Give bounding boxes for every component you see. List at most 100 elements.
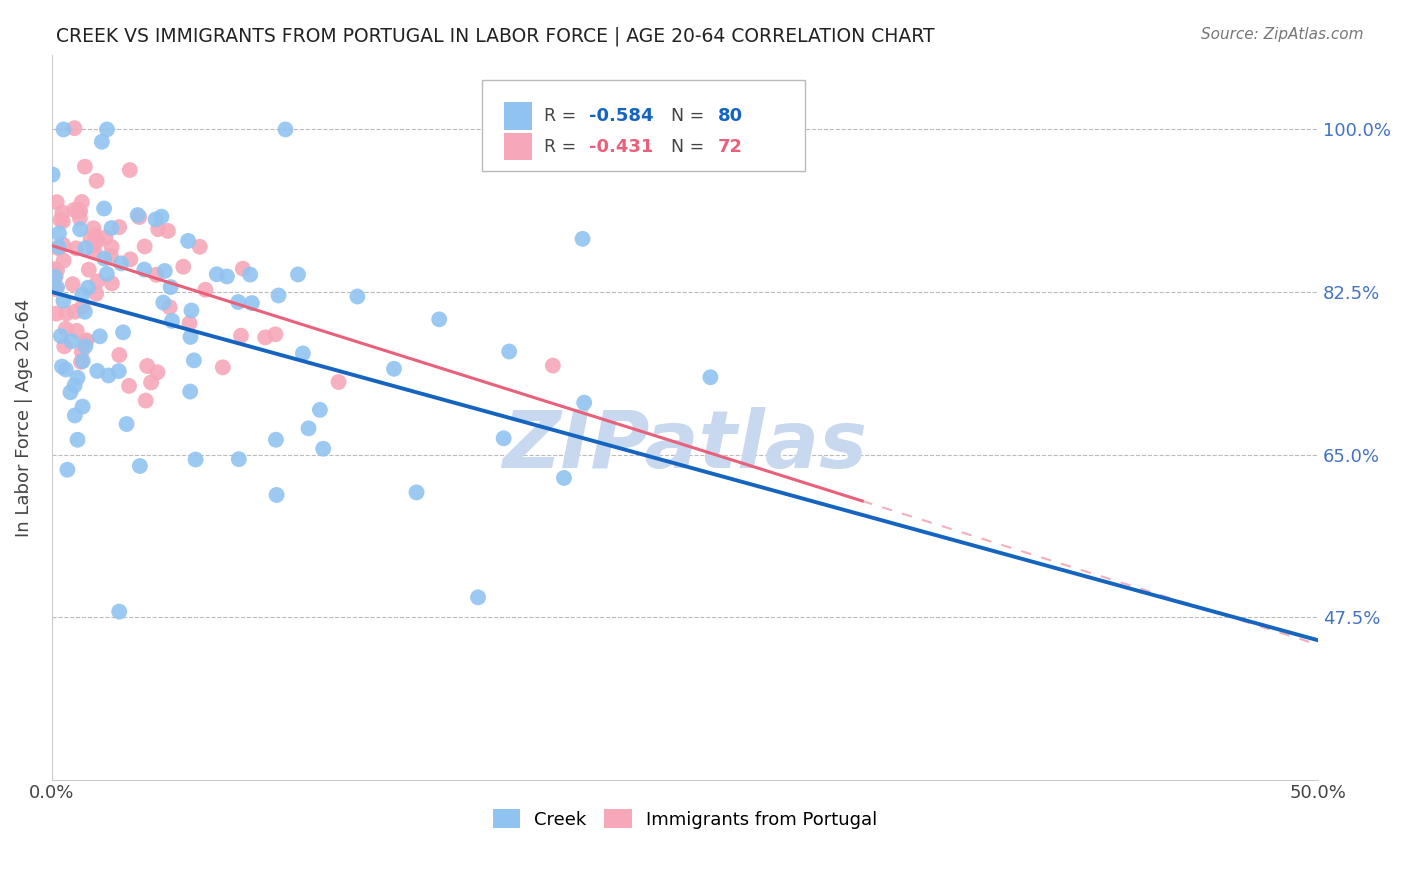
Y-axis label: In Labor Force | Age 20-64: In Labor Force | Age 20-64 — [15, 298, 32, 536]
Point — [179, 316, 201, 330]
Point — [59, 385, 82, 400]
Point — [70, 194, 93, 209]
Point — [45, 307, 67, 321]
Point — [44, 269, 66, 284]
Point — [328, 375, 350, 389]
Point — [52, 214, 75, 228]
Point — [120, 252, 142, 267]
Point — [134, 239, 156, 253]
Point — [136, 359, 159, 373]
Point — [72, 354, 94, 368]
Point — [184, 452, 207, 467]
Text: Source: ZipAtlas.com: Source: ZipAtlas.com — [1201, 27, 1364, 42]
Point — [96, 122, 118, 136]
Point — [239, 268, 262, 282]
Point — [266, 488, 288, 502]
Point — [274, 122, 297, 136]
Point — [100, 221, 122, 235]
Point — [492, 431, 515, 445]
Point — [179, 384, 201, 399]
Point — [108, 220, 131, 235]
Point — [188, 240, 211, 254]
Point — [153, 264, 176, 278]
Text: R =: R = — [544, 107, 582, 125]
Point — [69, 204, 91, 219]
Point — [156, 224, 179, 238]
Point — [211, 360, 233, 375]
Point — [93, 252, 115, 266]
Point — [205, 267, 228, 281]
Point — [41, 168, 63, 182]
Point — [45, 282, 67, 296]
Point — [63, 304, 86, 318]
Point — [63, 409, 86, 423]
Point — [228, 452, 250, 467]
Point — [309, 402, 332, 417]
Point — [89, 329, 111, 343]
Point — [63, 378, 86, 392]
Point — [107, 364, 129, 378]
Point — [159, 300, 181, 314]
Point — [467, 591, 489, 605]
Point — [51, 359, 73, 374]
Point — [45, 195, 67, 210]
Point — [79, 232, 101, 246]
Point — [226, 295, 249, 310]
Point — [264, 433, 287, 447]
Point — [346, 289, 368, 303]
Point — [194, 283, 217, 297]
Point — [134, 262, 156, 277]
Point — [52, 293, 75, 308]
Point — [232, 261, 254, 276]
Point — [73, 305, 96, 319]
Point — [291, 346, 314, 360]
Point — [66, 370, 89, 384]
Point — [553, 471, 575, 485]
Point — [139, 376, 162, 390]
Point — [382, 361, 405, 376]
Point — [66, 324, 89, 338]
Point — [135, 393, 157, 408]
Point — [70, 355, 93, 369]
Point — [46, 263, 69, 277]
Point — [48, 240, 70, 254]
Point — [498, 344, 520, 359]
Point — [405, 485, 427, 500]
Point — [77, 262, 100, 277]
FancyBboxPatch shape — [503, 133, 531, 161]
Point — [101, 277, 124, 291]
Point — [48, 227, 70, 241]
Point — [63, 202, 86, 217]
Point — [46, 280, 69, 294]
Point — [541, 359, 564, 373]
Text: CREEK VS IMMIGRANTS FROM PORTUGAL IN LABOR FORCE | AGE 20-64 CORRELATION CHART: CREEK VS IMMIGRANTS FROM PORTUGAL IN LAB… — [56, 27, 935, 46]
Point — [48, 241, 70, 255]
Point — [90, 135, 112, 149]
Point — [427, 312, 450, 326]
Text: 80: 80 — [718, 107, 742, 125]
Text: N =: N = — [671, 137, 710, 155]
Point — [69, 222, 91, 236]
Point — [49, 212, 72, 227]
Point — [67, 202, 90, 217]
Point — [264, 327, 287, 342]
Point — [115, 417, 138, 431]
Point — [82, 221, 104, 235]
Point — [84, 228, 107, 243]
Point — [75, 339, 97, 353]
Point — [215, 269, 238, 284]
Point — [77, 281, 100, 295]
Point — [70, 288, 93, 302]
Point — [254, 330, 277, 344]
Point — [55, 322, 77, 336]
Point — [49, 329, 72, 343]
Point — [60, 334, 83, 349]
Point — [62, 277, 84, 292]
Point — [84, 286, 107, 301]
Point — [75, 334, 97, 348]
Point — [72, 300, 94, 314]
Point — [56, 463, 79, 477]
Point — [86, 274, 108, 288]
Point — [145, 212, 167, 227]
Point — [75, 241, 97, 255]
